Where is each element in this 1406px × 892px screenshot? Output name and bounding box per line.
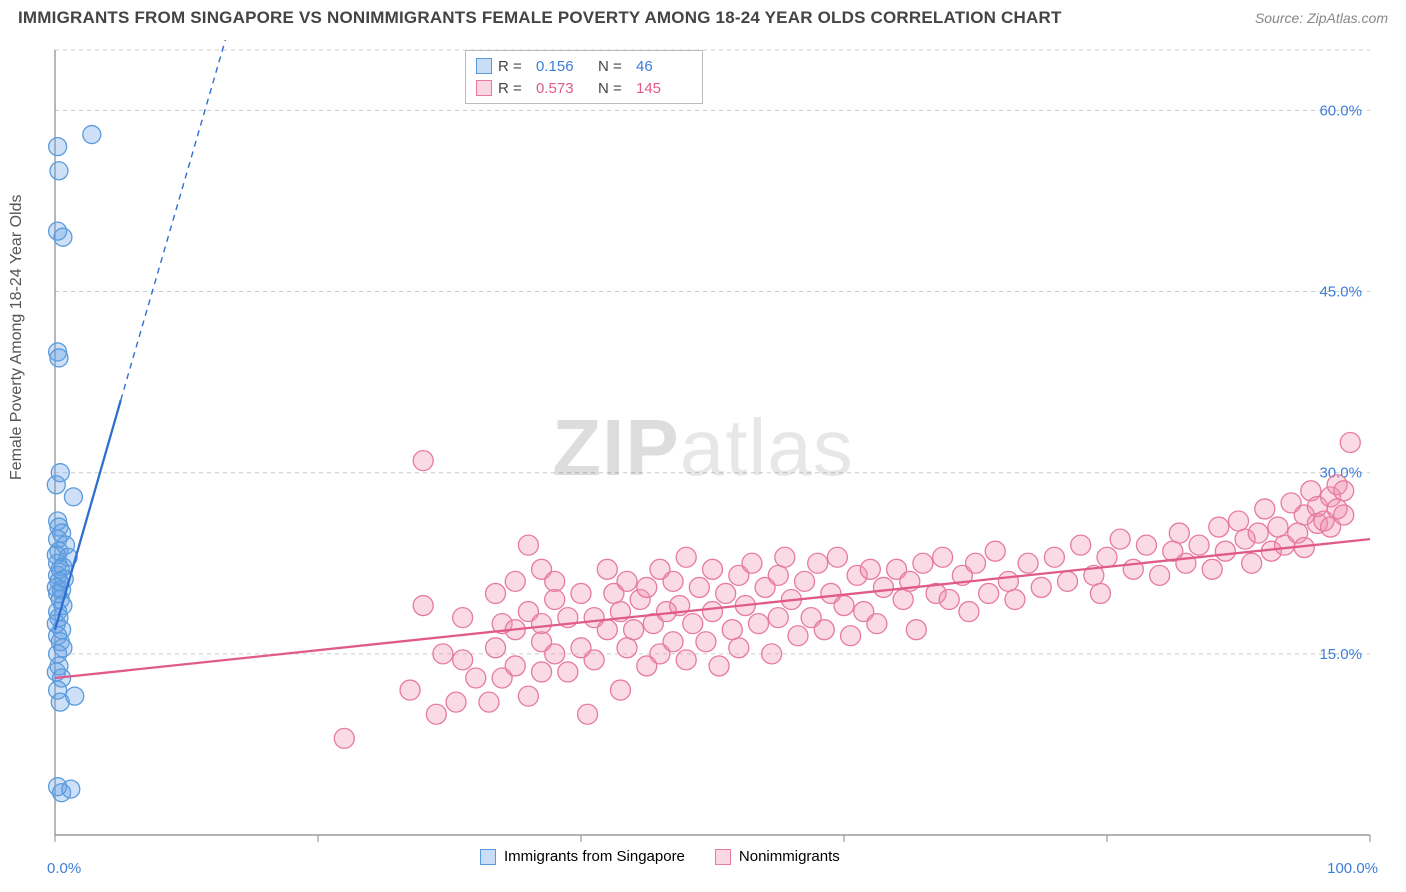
svg-text:100.0%: 100.0%: [1327, 860, 1378, 877]
legend-series-box: Immigrants from Singapore Nonimmigrants: [480, 848, 840, 865]
legend-swatch-pink-icon: [715, 849, 731, 865]
chart-title: IMMIGRANTS FROM SINGAPORE VS NONIMMIGRAN…: [18, 8, 1062, 28]
legend-n-value: 145: [636, 80, 692, 97]
legend-stats-box: R = 0.156 N = 46 R = 0.573 N = 145: [465, 50, 703, 104]
legend-series-2: Nonimmigrants: [715, 848, 840, 865]
legend-swatch-blue-icon: [476, 58, 492, 74]
legend-n-label: N =: [598, 58, 630, 75]
y-axis-label: Female Poverty Among 18-24 Year Olds: [8, 195, 26, 481]
legend-r-value: 0.156: [536, 58, 592, 75]
source-label: Source: ZipAtlas.com: [1255, 10, 1388, 26]
legend-series-1: Immigrants from Singapore: [480, 848, 685, 865]
legend-n-label: N =: [598, 80, 630, 97]
svg-text:0.0%: 0.0%: [47, 860, 81, 877]
chart-container: Female Poverty Among 18-24 Year Olds 15.…: [0, 40, 1406, 890]
legend-series-1-label: Immigrants from Singapore: [504, 848, 685, 865]
legend-series-2-label: Nonimmigrants: [739, 848, 840, 865]
legend-r-value: 0.573: [536, 80, 592, 97]
legend-swatch-pink-icon: [476, 80, 492, 96]
legend-r-label: R =: [498, 58, 530, 75]
legend-n-value: 46: [636, 58, 692, 75]
legend-r-label: R =: [498, 80, 530, 97]
legend-stats-row-2: R = 0.573 N = 145: [476, 77, 692, 99]
svg-text:60.0%: 60.0%: [1319, 102, 1362, 119]
legend-stats-row-1: R = 0.156 N = 46: [476, 55, 692, 77]
svg-text:15.0%: 15.0%: [1319, 646, 1362, 663]
svg-text:45.0%: 45.0%: [1319, 284, 1362, 301]
scatter-chart: 15.0%30.0%45.0%60.0%0.0%100.0%: [0, 40, 1406, 890]
legend-swatch-blue-icon: [480, 849, 496, 865]
